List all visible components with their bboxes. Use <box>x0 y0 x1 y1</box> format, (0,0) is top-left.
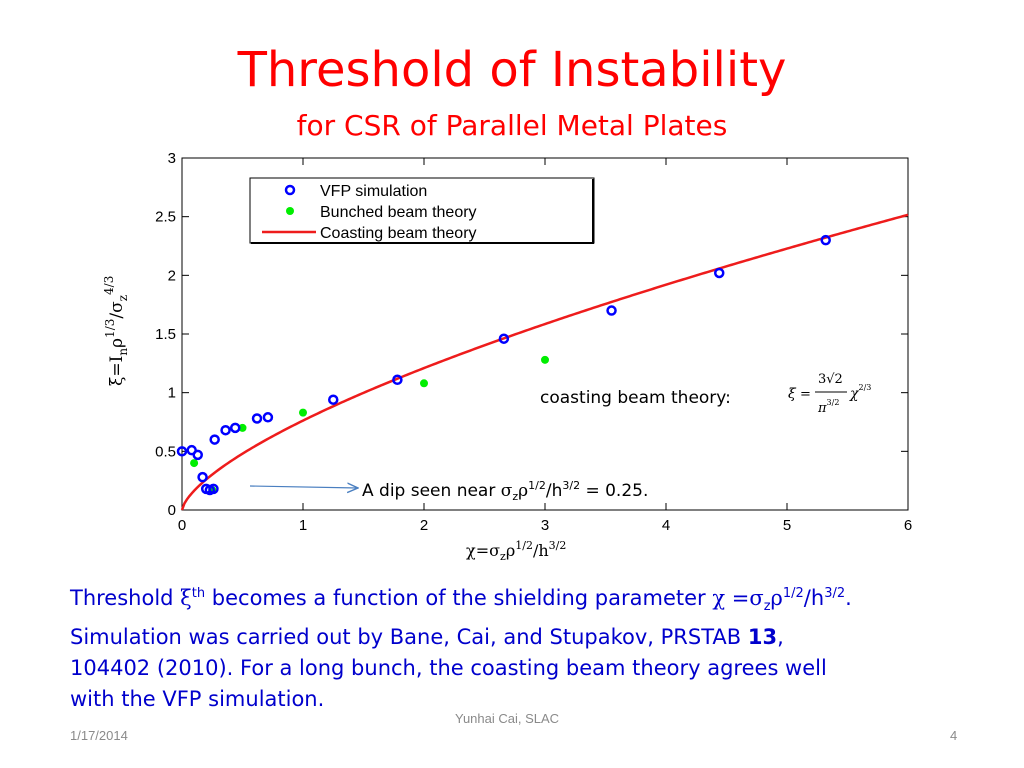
formula-eq: = <box>800 387 811 402</box>
bunched-beam-point <box>299 408 307 417</box>
vfp-simulation-point <box>208 483 219 495</box>
formula-numerator: 3√2 <box>818 372 843 387</box>
legend-bunched-label: Bunched beam theory <box>320 204 477 221</box>
vfp-simulation-point <box>713 267 725 279</box>
x-tick-labels: 0 1 2 3 4 5 6 <box>178 517 912 534</box>
x-tick-label: 2 <box>420 517 428 534</box>
axis-ticks <box>181 157 909 511</box>
legend-bunched-marker <box>286 207 294 215</box>
vfp-simulation-point <box>498 333 510 344</box>
formula-denominator: π3/2 <box>817 398 839 416</box>
formula-xi: ξ <box>788 386 797 402</box>
vfp-simulation-point <box>229 422 241 434</box>
y-tick-label: 0 <box>168 502 176 519</box>
vfp-simulation-point <box>392 374 403 386</box>
coasting-formula: coasting beam theory: ξ = 3√2 π3/2 χ2/3 <box>540 372 871 416</box>
data-points <box>176 234 831 496</box>
legend-vfp-label: VFP simulation <box>320 183 427 200</box>
footer-date: 1/17/2014 <box>70 728 128 743</box>
legend-coasting-label: Coasting beam theory <box>320 225 477 242</box>
threshold-chart: 0 1 2 3 4 5 6 0 0.5 1 1.5 2 2.5 3 VFP simulation Bun… <box>102 150 912 563</box>
x-tick-label: 0 <box>178 517 186 534</box>
caption-line-2: Simulation was carried out by Bane, Cai,… <box>70 625 784 650</box>
dip-annotation-text: A dip seen near σzρ1/2/h3/2 = 0.25. <box>362 479 648 503</box>
bunched-beam-point <box>541 355 549 364</box>
caption-line-3: 104402 (2010). For a long bunch, the coa… <box>70 656 827 681</box>
footer-page-number: 4 <box>950 728 958 743</box>
slide-title: Threshold of Instability <box>237 42 787 98</box>
vfp-simulation-point <box>820 234 831 246</box>
footer-author: Yunhai Cai, SLAC <box>455 711 560 726</box>
x-tick-label: 4 <box>662 517 670 534</box>
x-tick-label: 5 <box>783 517 791 534</box>
caption-line-1: Threshold ξth becomes a function of the … <box>70 586 852 615</box>
x-tick-label: 6 <box>904 517 912 534</box>
coasting-beam-curve <box>180 213 909 511</box>
y-tick-label: 0.5 <box>155 443 176 460</box>
vfp-simulation-point <box>328 394 339 405</box>
slide-subtitle: for CSR of Parallel Metal Plates <box>296 109 728 142</box>
vfp-simulation-point <box>176 446 188 457</box>
dip-annotation: A dip seen near σzρ1/2/h3/2 = 0.25. <box>249 479 648 503</box>
vfp-simulation-point <box>209 434 220 445</box>
y-axis-label: ξ=Inρ1/3/σz4/3 <box>102 276 130 386</box>
x-axis-label: χ=σzρ1/2/h3/2 <box>466 539 566 563</box>
x-tick-label: 1 <box>299 517 307 534</box>
bunched-beam-point <box>420 379 428 388</box>
vfp-simulation-point <box>192 449 203 461</box>
vfp-simulation-point <box>606 305 617 316</box>
y-tick-label: 2 <box>168 267 176 284</box>
vfp-simulation-point <box>251 413 263 424</box>
coasting-formula-label: coasting beam theory: <box>540 388 731 408</box>
slide-caption: Threshold ξth becomes a function of the … <box>70 578 1000 715</box>
dip-arrow <box>249 486 358 488</box>
y-tick-labels: 0 0.5 1 1.5 2 2.5 3 <box>155 150 176 519</box>
x-tick-label: 3 <box>541 517 549 534</box>
caption-line-4: with the VFP simulation. <box>70 687 325 712</box>
y-tick-label: 1 <box>168 385 176 402</box>
legend-vfp-marker <box>284 184 296 196</box>
y-tick-label: 1.5 <box>155 326 176 343</box>
vfp-simulation-point <box>262 412 274 423</box>
formula-chi: χ2/3 <box>849 383 871 402</box>
bunched-beam-point <box>238 423 247 432</box>
y-tick-label: 3 <box>168 150 176 167</box>
y-tick-label: 2.5 <box>155 209 176 226</box>
vfp-simulation-point <box>220 424 231 436</box>
vfp-simulation-point <box>197 471 208 483</box>
bunched-beam-point <box>190 459 199 468</box>
legend: VFP simulation Bunched beam theory Coast… <box>249 177 595 244</box>
